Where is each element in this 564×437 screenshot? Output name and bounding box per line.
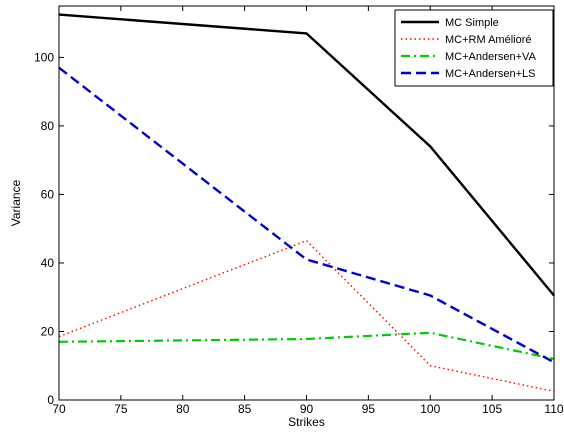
x-tick-label: 85: [238, 402, 252, 416]
x-tick-label: 70: [52, 402, 66, 416]
legend-label-1: MC Simple: [445, 17, 499, 29]
x-tick-label: 90: [300, 402, 314, 416]
x-tick-label: 110: [544, 402, 563, 416]
y-tick-label: 60: [41, 187, 55, 201]
y-axis-label: Variance: [9, 179, 23, 226]
y-tick-label: 40: [41, 256, 55, 270]
legend: MC Simple MC+RM Amélioré MC+Andersen+VA MC+…: [394, 9, 554, 87]
x-tick-label: 95: [362, 402, 376, 416]
x-tick-label: 75: [114, 402, 128, 416]
series-layer: [58, 13, 555, 393]
series-line-2: [58, 239, 555, 393]
series-line-1: [58, 13, 555, 297]
y-axis: 0 20 40 60 80 100: [34, 50, 554, 407]
x-tick-label: 100: [420, 402, 440, 416]
y-tick-label: 0: [47, 393, 54, 407]
series-line-3: [58, 331, 555, 360]
x-tick-label: 105: [482, 402, 502, 416]
series-line-4: [58, 66, 555, 364]
y-tick-label: 80: [41, 119, 55, 133]
y-tick-label: 100: [34, 50, 54, 64]
x-axis: 70 75 80 85 90 95 100 105 110: [52, 6, 564, 416]
legend-label-3: MC+Andersen+VA: [445, 51, 537, 63]
legend-label-4: MC+Andersen+LS: [445, 68, 536, 80]
x-tick-label: 80: [176, 402, 190, 416]
legend-label-2: MC+RM Amélioré: [445, 34, 532, 46]
x-axis-label: Strikes: [288, 415, 325, 429]
y-tick-label: 20: [41, 324, 55, 338]
